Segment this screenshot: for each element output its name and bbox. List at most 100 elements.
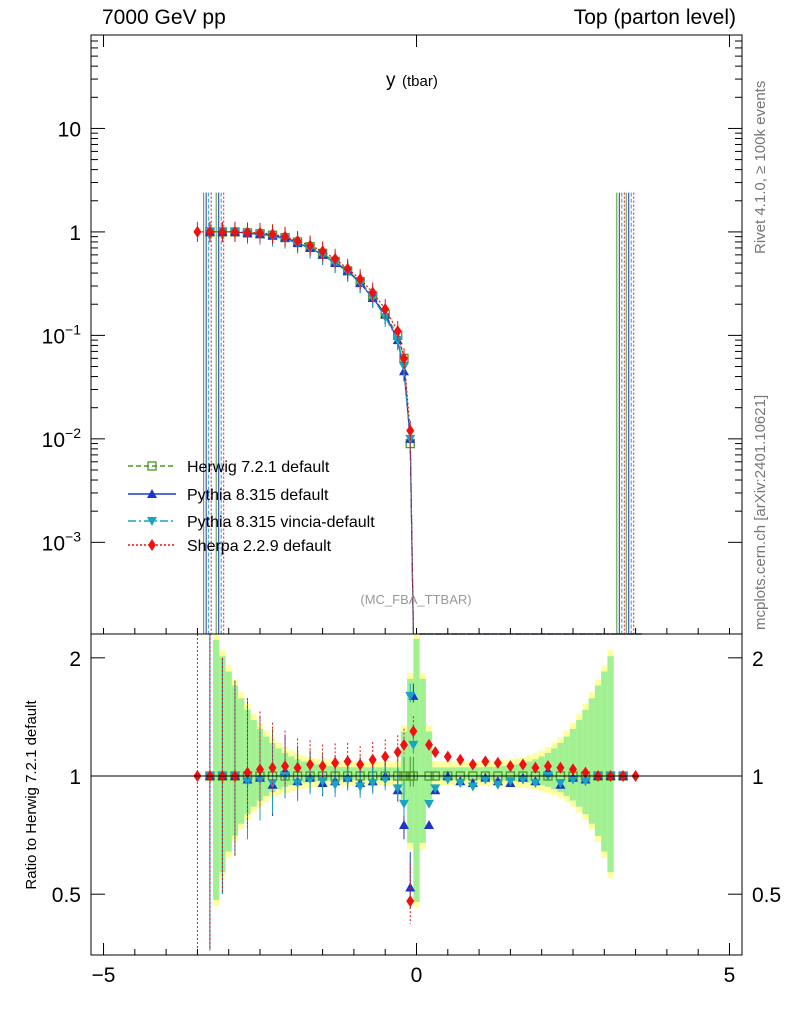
green-band [432, 767, 439, 780]
ratio-y-tick-label: 1 [69, 766, 81, 789]
data-marker [405, 691, 416, 701]
data-marker [399, 738, 408, 751]
green-band [338, 766, 345, 781]
green-band [588, 698, 595, 824]
series-line [209, 231, 414, 635]
data-marker [268, 228, 277, 241]
green-band [507, 765, 514, 781]
data-marker [424, 799, 435, 809]
green-band [475, 767, 483, 780]
ratio-y-tick-label-right: 0.5 [752, 884, 781, 907]
energy-label: 7000 GeV pp [102, 6, 226, 29]
data-marker [331, 252, 340, 265]
data-marker [380, 775, 391, 785]
data-marker [242, 777, 253, 787]
green-band [601, 671, 608, 852]
data-marker [406, 895, 415, 908]
ratio-y-tick-label: 2 [69, 648, 81, 671]
data-marker [455, 778, 466, 788]
y-tick-label: 10−1 [42, 321, 82, 348]
data-marker [367, 778, 378, 788]
series-line [197, 231, 414, 635]
green-band [425, 731, 433, 800]
y-tick-label: 1 [69, 222, 81, 245]
green-band [388, 767, 395, 780]
green-band [488, 766, 495, 781]
data-marker [306, 758, 315, 771]
ratio-y-label: Ratio to Herwig 7.2.1 default [23, 700, 40, 890]
data-marker [481, 755, 490, 768]
data-marker [343, 262, 352, 275]
data-marker [317, 777, 328, 787]
data-marker [205, 225, 214, 238]
x-tick-label: 0 [411, 964, 423, 987]
data-marker [398, 799, 409, 809]
data-marker [399, 352, 408, 365]
data-marker [331, 756, 340, 769]
rivet-label: Rivet 4.1.0, ≥ 100k events [752, 80, 769, 254]
data-marker [281, 230, 290, 243]
legend-label: Pythia 8.315 default [187, 487, 329, 504]
y-tick-label: 10 [58, 118, 81, 141]
y-tick-label: 10−3 [42, 528, 82, 555]
data-marker [398, 820, 409, 830]
green-band [263, 736, 270, 796]
x-tick-label: 5 [724, 964, 736, 987]
chart-title-sub: (tbar) [402, 73, 438, 90]
data-marker [381, 750, 390, 763]
data-marker [318, 760, 327, 773]
data-marker [555, 778, 566, 788]
data-marker [393, 325, 402, 338]
green-band [551, 748, 558, 790]
data-marker [556, 761, 565, 774]
green-band [300, 761, 307, 783]
data-marker [305, 775, 316, 785]
y-tick-exponent: −1 [65, 321, 81, 337]
data-marker [425, 738, 434, 751]
green-band [288, 756, 295, 786]
green-band [563, 736, 570, 796]
data-marker [468, 758, 477, 771]
data-marker [218, 225, 227, 238]
mcplots-label: mcplots.cern.ch [arXiv:2401.10621] [752, 394, 769, 630]
green-band [501, 766, 508, 781]
series-line [209, 231, 414, 635]
ratio-y-tick-label-right: 1 [752, 766, 764, 789]
data-marker [293, 761, 302, 774]
green-band [538, 756, 545, 786]
legend-label: Pythia 8.315 vincia-default [187, 514, 375, 531]
data-marker [406, 424, 415, 437]
process-label: Top (parton level) [573, 6, 736, 29]
green-band [238, 698, 245, 824]
y-tick-exponent: −3 [65, 528, 81, 544]
data-marker [243, 226, 252, 239]
data-marker [567, 775, 578, 785]
green-band [576, 720, 583, 807]
data-marker [330, 780, 341, 790]
legend-label: Herwig 7.2.1 default [187, 459, 330, 476]
data-marker [530, 778, 541, 788]
green-band [594, 685, 602, 836]
green-band [419, 678, 426, 843]
legend-label: Sherpa 2.2.9 default [187, 538, 332, 555]
data-marker [493, 756, 502, 769]
data-marker [424, 820, 435, 830]
green-band [582, 709, 589, 815]
analysis-label: (MC_FBA_TTBAR) [360, 592, 471, 607]
data-marker [256, 763, 265, 776]
y-tick-exponent: −2 [65, 425, 81, 441]
data-marker [408, 740, 419, 750]
green-band [213, 639, 220, 901]
data-marker [293, 234, 302, 247]
x-tick-label: −5 [92, 964, 116, 987]
data-marker [355, 782, 366, 792]
data-marker [506, 760, 515, 773]
y-tick-label: 10−2 [42, 425, 82, 452]
data-marker [343, 755, 352, 768]
data-marker [368, 286, 377, 299]
data-marker [492, 780, 503, 790]
green-band [225, 671, 232, 852]
data-marker [356, 758, 365, 771]
data-marker [568, 763, 577, 776]
